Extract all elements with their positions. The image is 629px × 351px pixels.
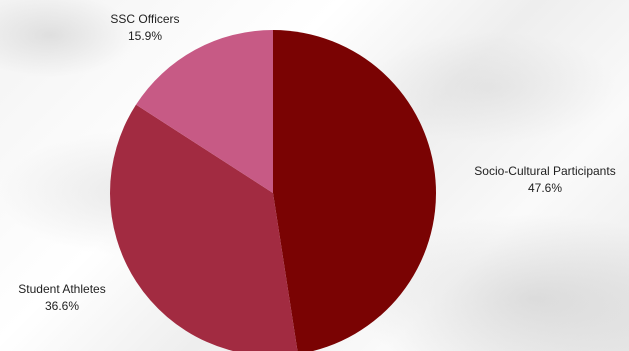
pie-slices — [109, 30, 436, 351]
pie-slice-ssc-officers — [136, 30, 273, 193]
pie-slice-socio-cultural-participants — [273, 30, 436, 351]
category-label: SSC Officers — [110, 12, 179, 26]
category-label: Student Athletes — [18, 282, 105, 296]
percent-label: 47.6% — [528, 181, 562, 195]
pie-labels: Socio-Cultural Participants 47.6% Student … — [18, 12, 615, 313]
percent-label: 15.9% — [128, 29, 162, 43]
category-label: Socio-Cultural Participants — [474, 164, 615, 178]
percent-label: 36.6% — [45, 299, 79, 313]
pie-slice-student-athletes — [109, 104, 298, 351]
